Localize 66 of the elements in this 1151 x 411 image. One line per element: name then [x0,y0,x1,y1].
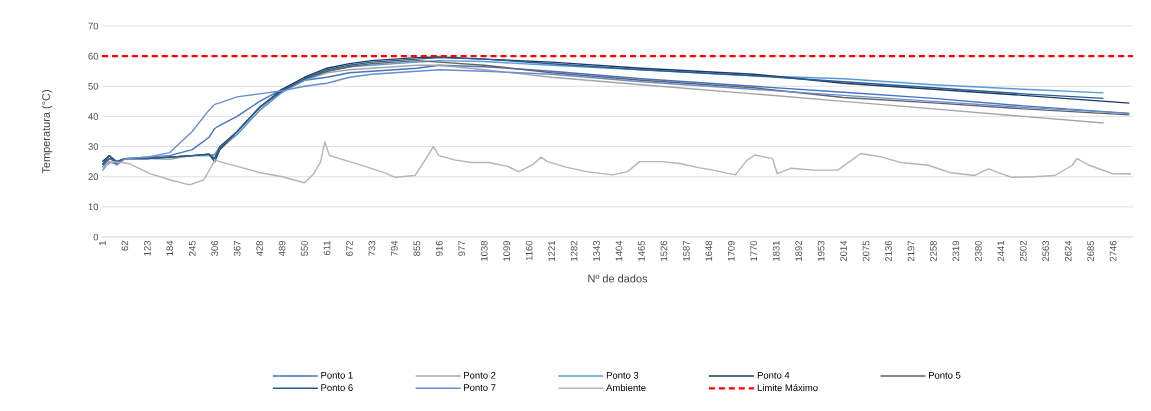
x-tick-label: 916 [435,240,443,256]
x-tick-label: 2380 [974,240,982,262]
x-tick-label: 2075 [862,240,870,262]
x-tick-label: 977 [458,240,466,256]
y-tick-label: 60 [88,52,99,60]
line-series [102,141,1132,186]
x-tick-label: 550 [301,240,308,256]
x-tick-label: 123 [143,240,151,256]
x-tick-label: 2014 [840,240,847,262]
x-tick-label: 1587 [683,240,690,261]
legend-label: Ponto 7 [464,384,496,391]
x-tick-label: 2746 [1109,240,1117,262]
x-tick-label: 489 [278,240,286,257]
y-tick-label: 50 [88,82,99,90]
x-tick-label: 2441 [997,240,1005,262]
x-tick-label: 672 [346,240,353,256]
y-tick-label: 0 [93,233,99,241]
x-tick-label: 1648 [705,240,713,261]
x-tick-label: 1 [99,240,106,246]
legend-label: Ponto 2 [464,372,496,379]
x-tick-label: 1526 [660,240,668,261]
y-tick-label: 20 [88,173,99,181]
x-tick-label: 855 [413,240,421,256]
y-tick-label: 40 [88,113,99,120]
x-tick-label: 428 [256,240,263,257]
x-tick-label: 1160 [525,240,533,261]
x-tick-label: 306 [211,240,219,256]
legend-label: Ponto 4 [757,372,790,379]
legend-label: Limite Máximo [757,384,818,392]
x-tick-label: 1465 [638,240,645,261]
x-tick-label: 2502 [1019,240,1027,262]
legend-label: Ambiente [606,384,646,392]
x-tick-label: 367 [233,240,241,256]
x-tick-label: 2136 [885,240,892,262]
y-tick-label: 30 [88,143,99,150]
x-tick-label: 184 [166,240,174,256]
x-tick-label: 1892 [795,240,802,261]
x-tick-label: 62 [121,240,129,251]
x-tick-label: 1099 [503,240,511,261]
y-tick-label: 10 [88,203,99,211]
x-tick-label: 1770 [750,240,758,261]
x-tick-label: 2197 [907,240,915,262]
x-axis-title: Nº de dados [588,274,648,283]
legend-label: Ponto 1 [321,372,353,379]
x-tick-label: 794 [391,240,398,256]
x-tick-label: 2563 [1042,240,1050,262]
y-axis-title: Temperatura (°C) [41,90,53,174]
x-tick-label: 1404 [615,240,623,261]
x-tick-label: 2319 [952,240,960,262]
x-tick-label: 1221 [548,240,555,261]
legend-label: Ponto 3 [606,372,639,379]
x-tick-label: 2624 [1064,240,1072,262]
legend-label: Ponto 6 [321,384,353,391]
x-tick-label: 1953 [817,240,825,261]
x-tick-label: 1038 [480,240,488,261]
x-tick-label: 2258 [930,240,937,262]
x-tick-label: 1282 [570,240,578,261]
x-tick-label: 245 [188,240,196,256]
x-tick-label: 1709 [727,240,735,261]
y-tick-label: 70 [88,22,99,30]
legend-label: Ponto 5 [928,372,961,379]
x-tick-label: 1831 [772,240,780,261]
x-tick-label: 733 [368,240,376,256]
x-tick-label: 2685 [1087,240,1094,262]
x-tick-label: 1343 [593,240,600,261]
x-tick-label: 611 [323,240,331,256]
